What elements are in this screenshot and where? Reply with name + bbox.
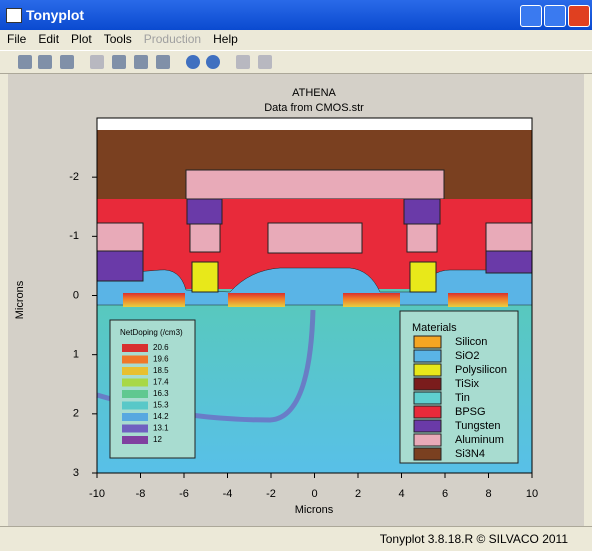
y-tick-label: -2 (69, 171, 79, 183)
doping-level: 12 (153, 435, 162, 444)
menu-item[interactable]: Tools (103, 32, 132, 46)
x-tick-label: 6 (442, 488, 448, 500)
toolbar (0, 50, 592, 74)
material-swatch (413, 405, 442, 419)
title-bar: Tonyplot (0, 0, 592, 30)
doping-legend-title: NetDoping (/cm3) (120, 328, 183, 337)
tool-button[interactable] (18, 55, 32, 69)
material-swatch (413, 377, 442, 391)
doping-swatch (122, 401, 148, 410)
y-tick-label: 3 (73, 467, 79, 479)
material-swatch (413, 391, 442, 405)
doping-swatch (122, 424, 148, 433)
x-tick-label: -2 (266, 488, 276, 500)
material-name: BPSG (455, 406, 486, 418)
material-swatch (413, 363, 442, 377)
tool-button[interactable] (236, 55, 250, 69)
doping-level: 15.3 (153, 401, 169, 410)
material-swatch (413, 433, 442, 447)
material-name: Silicon (455, 336, 487, 348)
material-name: Polysilicon (455, 364, 507, 376)
x-axis-label: Microns (295, 504, 334, 516)
doping-swatch (122, 344, 148, 352)
menu-item[interactable]: Edit (38, 32, 60, 46)
tool-button[interactable] (134, 55, 148, 69)
tool-button[interactable] (38, 55, 52, 69)
x-tick-label: 0 (311, 488, 317, 500)
menu-bar: File Edit Plot Tools Production Help (0, 30, 592, 48)
window-title: Tonyplot (26, 7, 85, 23)
materials-legend-title: Materials (412, 322, 457, 334)
material-name: TiSix (455, 378, 480, 390)
x-tick-label: -10 (89, 488, 105, 500)
tool-button[interactable] (90, 55, 104, 69)
doping-level: 14.2 (153, 412, 169, 421)
doping-legend: NetDoping (/cm3) 20.6 19.6 18.5 17.4 16.3 15.… (109, 319, 196, 459)
doping-level: 18.5 (153, 366, 169, 375)
material-name: Aluminum (455, 434, 504, 446)
material-name: Tin (455, 392, 470, 404)
y-tick-label: 2 (73, 408, 79, 420)
doping-level: 16.3 (153, 389, 169, 398)
device-structure (96, 118, 533, 473)
doping-level: 17.4 (153, 378, 169, 387)
material-swatch (413, 349, 442, 363)
doping-level: 20.6 (153, 343, 169, 352)
material-swatch (413, 447, 442, 461)
zoom-out-button[interactable] (206, 55, 220, 69)
app-icon (6, 8, 22, 23)
material-swatch (413, 335, 442, 349)
x-tick-label: 8 (485, 488, 491, 500)
doping-swatch (122, 367, 148, 375)
doping-level: 13.1 (153, 424, 169, 433)
doping-swatch (122, 436, 148, 444)
x-tick-label: -6 (179, 488, 189, 500)
tool-button[interactable] (156, 55, 170, 69)
doping-swatch (122, 390, 148, 398)
x-tick-label: 2 (355, 488, 361, 500)
x-tick-label: 10 (526, 488, 538, 500)
minimize-button[interactable] (520, 5, 542, 27)
plot-canvas: ATHENA Data from CMOS.str (8, 74, 584, 526)
y-tick-label: -1 (69, 230, 79, 242)
doping-swatch (122, 413, 148, 421)
menu-item[interactable]: Production (143, 32, 202, 46)
tool-button[interactable] (60, 55, 74, 69)
x-tick-label: -4 (223, 488, 233, 500)
menu-item[interactable]: File (7, 32, 27, 46)
doping-swatch (122, 378, 148, 387)
plot-subtitle: Data from CMOS.str (264, 102, 364, 114)
x-tick-label: -8 (136, 488, 146, 500)
material-swatch (413, 419, 442, 433)
plot-title: ATHENA (292, 87, 336, 99)
status-bar: Tonyplot 3.8.18.R © SILVACO 2011 (0, 526, 592, 551)
tool-button[interactable] (258, 55, 272, 69)
maximize-button[interactable] (544, 5, 566, 27)
close-button[interactable] (568, 5, 590, 27)
status-text: Tonyplot 3.8.18.R © SILVACO 2011 (379, 532, 568, 546)
y-tick-label: 0 (73, 289, 79, 301)
doping-swatch (122, 355, 148, 364)
materials-legend: Materials Silicon SiO2 Polysilicon TiSix Tin… (399, 310, 519, 464)
menu-item[interactable]: Plot (71, 32, 92, 46)
tool-button[interactable] (112, 55, 126, 69)
menu-item[interactable]: Help (213, 32, 238, 46)
x-tick-label: 4 (398, 488, 404, 500)
material-name: Si3N4 (455, 448, 485, 460)
doping-level: 19.6 (153, 355, 169, 364)
zoom-in-button[interactable] (186, 55, 200, 69)
material-name: SiO2 (455, 350, 479, 362)
y-axis-label: Microns (14, 280, 26, 319)
y-tick-label: 1 (73, 349, 79, 361)
material-name: Tungsten (455, 420, 500, 432)
